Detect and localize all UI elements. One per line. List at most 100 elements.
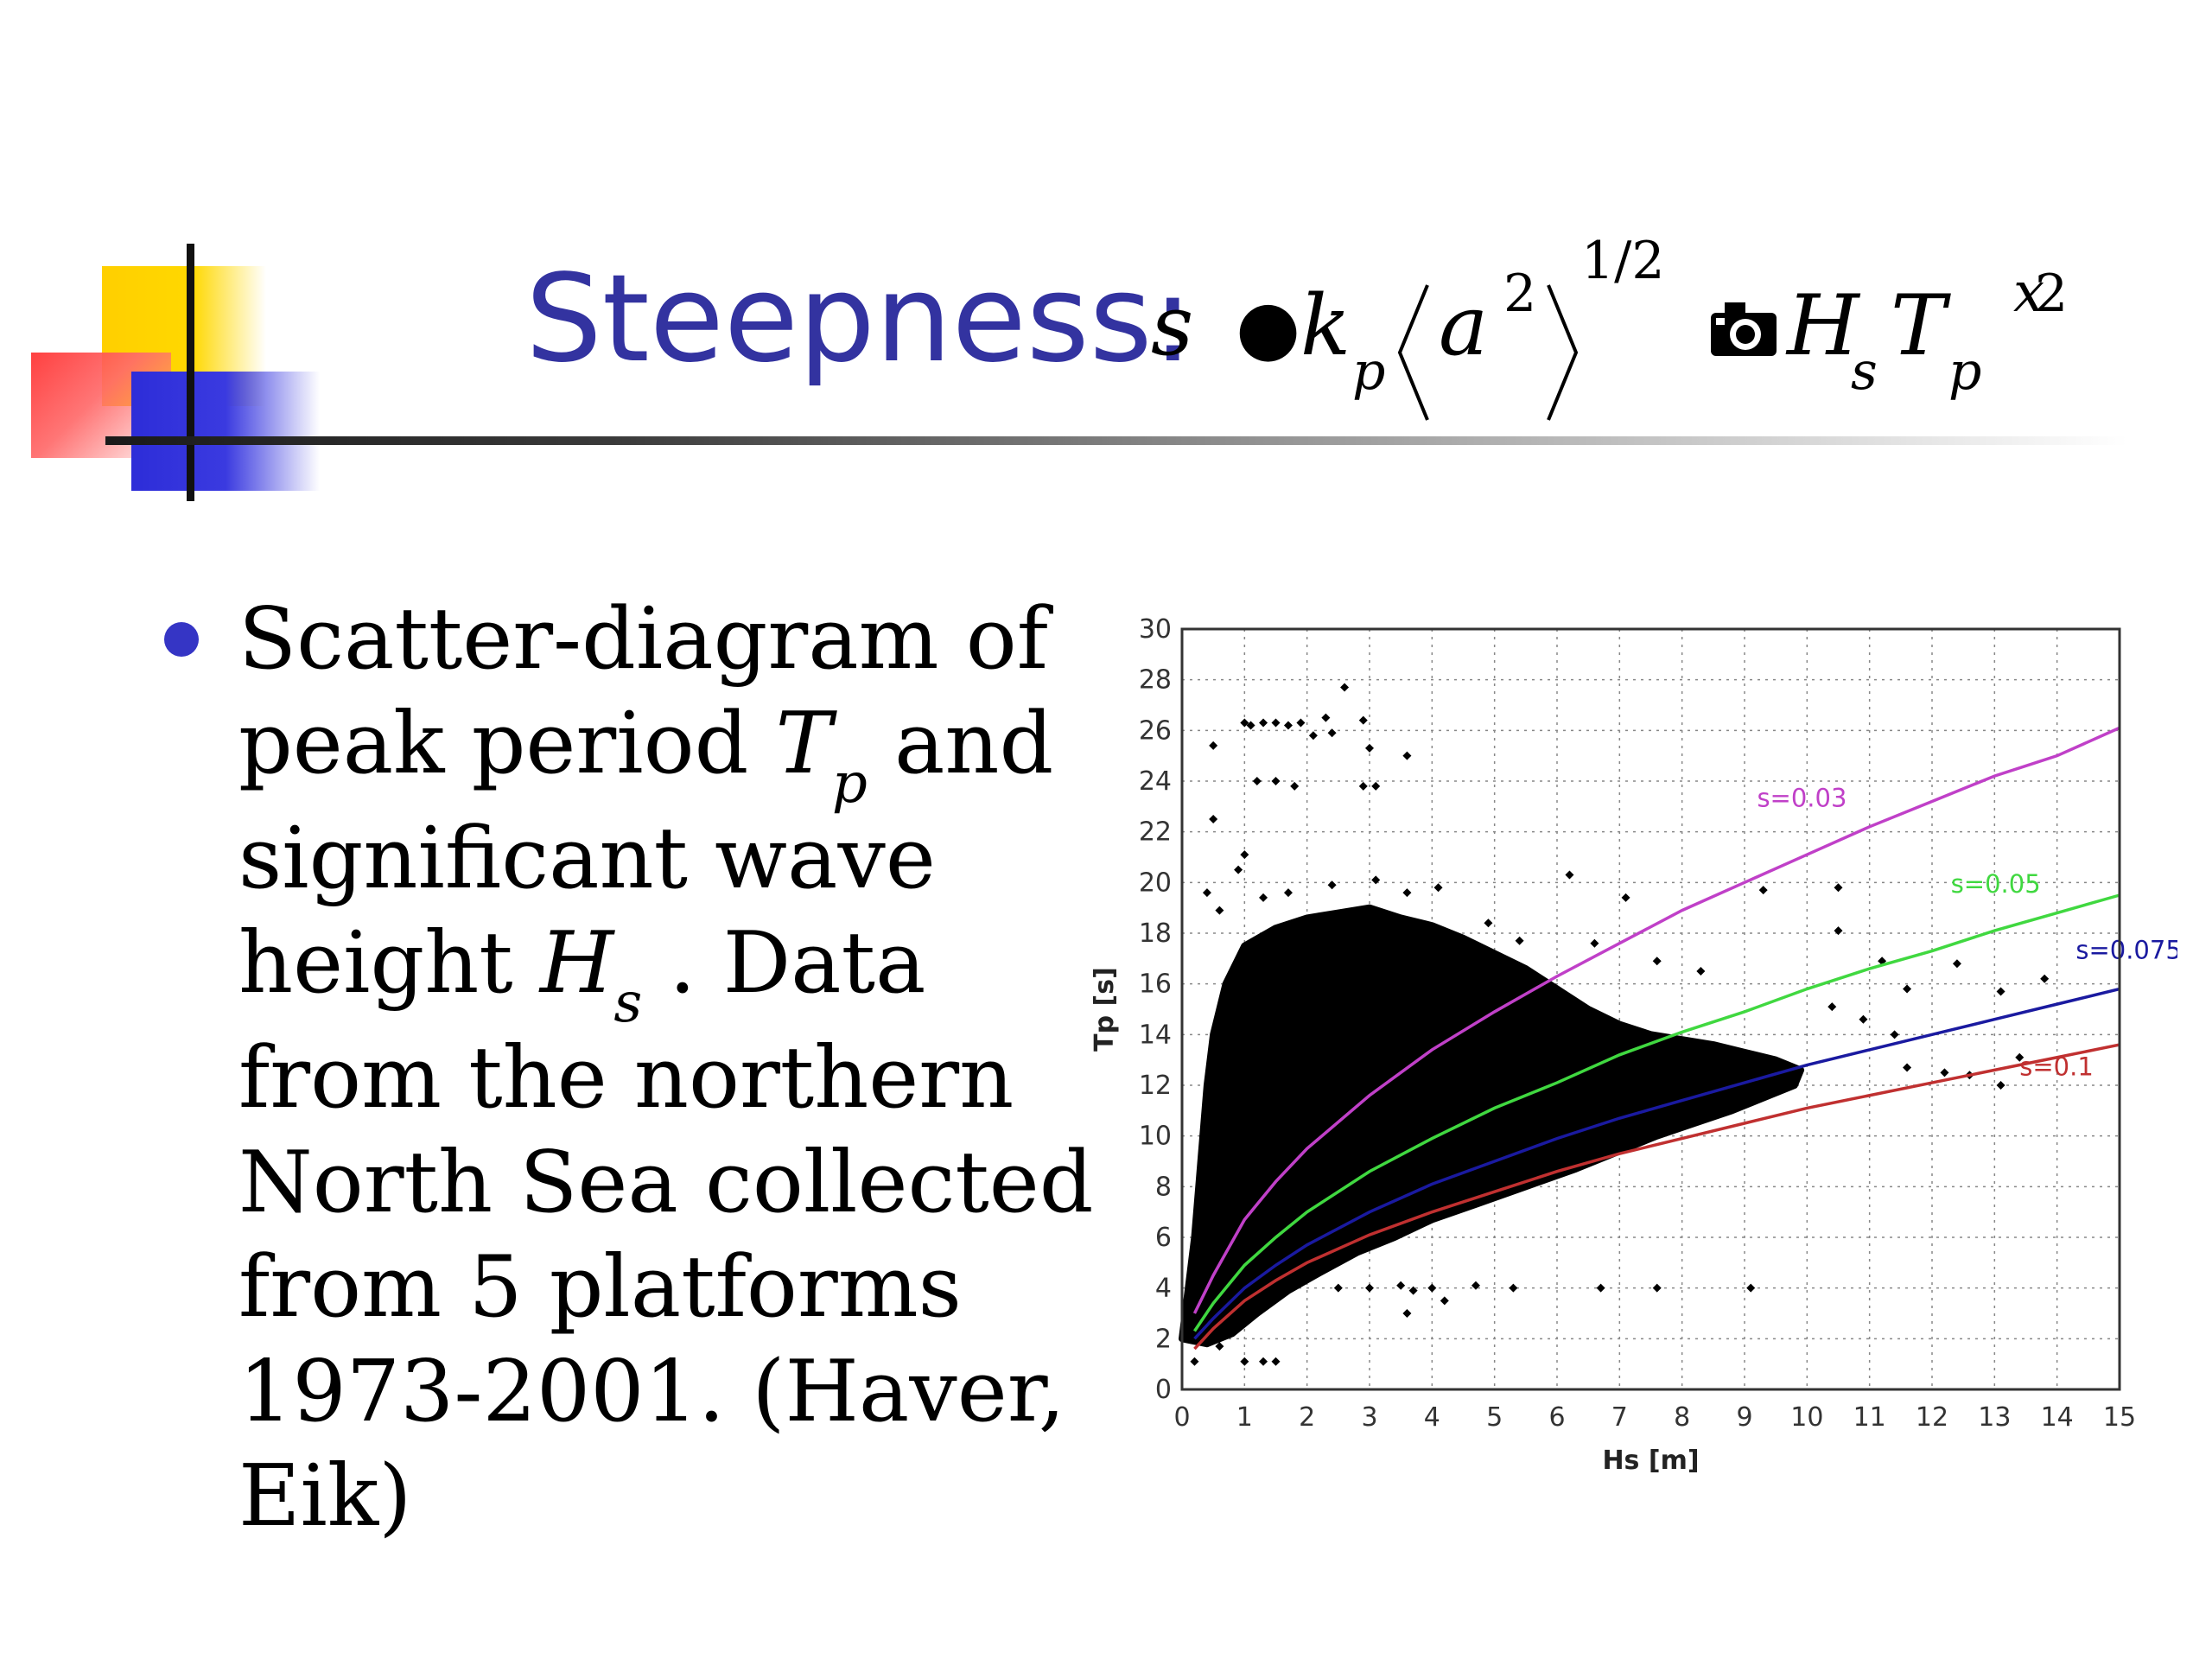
x-tick-label: 1	[1236, 1402, 1253, 1433]
scatter-point	[1890, 1030, 1899, 1039]
formula-s: s	[1151, 277, 1193, 374]
x-tick-label: 11	[1853, 1402, 1886, 1433]
x-tick-label: 8	[1674, 1402, 1690, 1433]
scatter-point	[1596, 1283, 1605, 1293]
x-tick-label: 12	[1916, 1402, 1948, 1433]
scatter-cloud	[1179, 904, 1805, 1348]
steepness-curves	[1192, 726, 2120, 1351]
scatter-point	[1621, 893, 1630, 902]
scatter-point	[1408, 1286, 1418, 1295]
scatter-point	[1283, 888, 1293, 898]
scatter-point	[1996, 987, 2005, 996]
y-tick-label: 12	[1139, 1071, 1172, 1101]
y-tick-label: 10	[1139, 1122, 1172, 1152]
scatter-point	[1290, 781, 1300, 791]
scatter-point	[2015, 1052, 2024, 1062]
scatter-point	[1271, 718, 1281, 728]
scatter-point	[1652, 1283, 1662, 1293]
symbol-hs: H	[539, 914, 614, 1013]
scatter-point	[1371, 781, 1381, 791]
bullet-line: 1973-2001. (Haver,	[238, 1343, 1065, 1441]
scatter-point	[1215, 1342, 1224, 1351]
x-tick-label: 15	[2103, 1402, 2136, 1433]
scatter-point	[1652, 957, 1662, 966]
scatter-point	[1396, 1281, 1406, 1290]
y-tick-label: 6	[1155, 1223, 1172, 1253]
y-tick-label: 24	[1139, 766, 1172, 797]
scatter-point	[1402, 888, 1412, 898]
bullet-marker	[164, 622, 199, 657]
scatter-point	[1365, 1283, 1374, 1293]
x-tick-label: 9	[1736, 1402, 1752, 1433]
x-tick-labels: 0 1 2 3 4 5 6 7 8 9 10 11 12 13 14 15	[1173, 1402, 2136, 1433]
approx-symbol-icon	[1711, 302, 1777, 356]
steepness-curve	[1193, 893, 2120, 1332]
scatter-point	[1509, 1283, 1518, 1293]
y-axis-label: Tp [s]	[1090, 967, 1120, 1052]
scatter-point	[1903, 984, 1912, 994]
scatter-point	[1903, 1063, 1912, 1072]
bullet-line: Eik)	[238, 1447, 412, 1546]
title-underline	[105, 436, 2127, 445]
scatter-point	[1202, 888, 1211, 898]
y-tick-label: 8	[1155, 1172, 1172, 1202]
scatter-point	[1209, 741, 1218, 750]
x-axis-label: Hs [m]	[1602, 1446, 1699, 1476]
scatter-point	[1259, 893, 1268, 902]
curve-label: s=0.03	[1757, 783, 1847, 812]
formula-exponent: 1/2	[1581, 231, 1665, 291]
formula-left-angle	[1397, 284, 1429, 421]
curve-labels: s=0.03 s=0.05 s=0.075 s=0.1	[1757, 783, 2177, 1081]
deco-vertical-line	[187, 244, 194, 501]
scatter-point	[1327, 880, 1337, 890]
scatter-point	[1859, 1014, 1868, 1024]
steepness-curve	[1193, 987, 2120, 1340]
bullet-line: from 5 platforms	[238, 1238, 962, 1337]
scatter-point	[1696, 967, 1706, 976]
symbol-tp: T	[775, 695, 832, 793]
y-tick-label: 20	[1139, 868, 1172, 898]
scatter-point	[1321, 713, 1331, 722]
scatter-point	[1358, 781, 1368, 791]
scatter-point	[1240, 1357, 1249, 1366]
bullet-line: peak period Tp and	[238, 695, 1054, 816]
scatter-point	[1402, 751, 1412, 760]
scatter-point	[1758, 886, 1768, 895]
x-tick-label: 5	[1486, 1402, 1503, 1433]
x-tick-label: 7	[1611, 1402, 1628, 1433]
scatter-point	[1358, 715, 1368, 725]
y-tick-label: 16	[1139, 969, 1172, 1000]
scatter-point	[1271, 777, 1281, 785]
bullet-line: Scatter-diagram of	[238, 590, 1049, 689]
scatter-point	[1252, 777, 1262, 785]
y-tick-label: 28	[1139, 665, 1172, 696]
x-tick-label: 3	[1361, 1402, 1377, 1433]
scatter-point	[1327, 728, 1337, 738]
scatter-point	[1402, 1309, 1412, 1318]
scatter-point	[1308, 731, 1318, 741]
y-tick-label: 26	[1139, 715, 1172, 746]
scatter-point	[1234, 865, 1243, 874]
formula-T-sup: 2	[2035, 264, 2068, 324]
scatter-cloud-shape	[1179, 904, 1805, 1348]
y-tick-label: 2	[1155, 1324, 1172, 1354]
formula-a-sup: 2	[1503, 264, 1536, 324]
scatter-point	[1209, 815, 1218, 823]
scatter-point	[1190, 1357, 1199, 1366]
formula-right-angle	[1547, 284, 1579, 421]
curve-label: s=0.075	[2075, 935, 2177, 964]
scatter-point	[1365, 743, 1374, 753]
x-tick-label: 14	[2041, 1402, 2074, 1433]
formula-H: H	[1785, 277, 1861, 374]
curve-label: s=0.1	[2019, 1052, 2094, 1081]
formula-k: k	[1300, 277, 1351, 374]
curve-label: s=0.05	[1951, 869, 2041, 899]
scatter-point	[1940, 1068, 1949, 1077]
scatter-point	[1259, 1357, 1268, 1366]
deco-blue-square	[131, 372, 320, 491]
x-tick-label: 6	[1548, 1402, 1565, 1433]
scatter-point	[1471, 1281, 1480, 1290]
scatter-point	[1433, 883, 1443, 893]
scatter-point	[1271, 1357, 1281, 1366]
